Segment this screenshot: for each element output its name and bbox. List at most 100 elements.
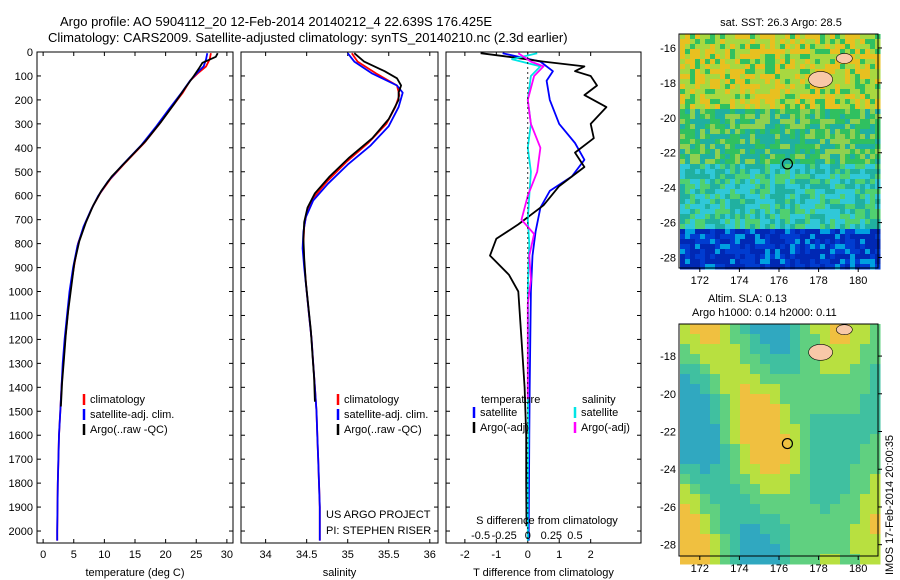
depth-tick-label: 200 (15, 95, 33, 107)
legend-label: climatology (344, 394, 400, 406)
legend-label: satellite-adj. clim. (90, 409, 174, 421)
argo-position-marker (781, 437, 794, 450)
map-ytick-label: -22 (660, 148, 676, 160)
temperature-xtick-label: 25 (190, 549, 202, 561)
sst-map-title: sat. SST: 26.3 Argo: 28.5 (720, 17, 842, 29)
map-ytick-label: -16 (660, 43, 676, 55)
difference-frame (445, 51, 642, 544)
vanua-levu-island (836, 324, 853, 335)
salinity-xtick-label: 34.5 (296, 549, 317, 561)
difference-xtick-label: -2 (460, 549, 470, 561)
legend-label: climatology (90, 394, 146, 406)
legend-label: Argo(..raw -QC) (344, 424, 422, 436)
credit-label: IMOS 17-Feb-2014 20:00:35 (884, 435, 896, 575)
sla-map-panel: 172 174 176 178 180 -18 -20 -22 -24 -26 -28 Altim. … (660, 293, 882, 575)
difference-xlabel: T difference from climatology (473, 567, 614, 579)
map-xtick-label: 180 (849, 563, 867, 575)
map-ytick-label: -20 (660, 389, 676, 401)
depth-tick-label: 1200 (9, 334, 33, 346)
map-ytick-label: -28 (660, 253, 676, 265)
temperature-frame (36, 51, 234, 544)
argo-position-marker (781, 158, 794, 170)
depth-tick-label: 100 (15, 71, 33, 83)
salinity-frame (240, 51, 439, 544)
depth-tick-label: 0 (27, 47, 33, 59)
map-ytick-label: -22 (660, 427, 676, 439)
difference-xtick-label: 2 (588, 549, 594, 561)
map-xtick-label: 172 (691, 275, 709, 287)
depth-tick-label: 1900 (9, 502, 33, 514)
depth-tick-label: 800 (15, 239, 33, 251)
salinity-tick-label: 0.5 (567, 530, 582, 542)
legend-label: Argo(-adj) (581, 422, 630, 434)
legend-label: satellite (581, 407, 618, 419)
map-xtick-label: 178 (809, 563, 827, 575)
map-xtick-label: 180 (849, 275, 867, 287)
map-ytick-label: -26 (660, 218, 676, 230)
salinity-diff-axis-label: S difference from climatology (476, 515, 618, 527)
sla-map-title: Altim. SLA: 0.13 (708, 293, 787, 305)
depth-tick-label: 2000 (9, 526, 33, 538)
temperature-panel: 0 5 10 15 20 25 30 temperature (deg C) 0 100 200 30… (9, 47, 234, 579)
pi-label: PI: STEPHEN RISER (326, 525, 431, 537)
project-label: US ARGO PROJECT (326, 509, 431, 521)
legend-label: satellite (480, 407, 517, 419)
depth-tick-label: 1400 (9, 382, 33, 394)
map-ytick-label: -18 (660, 78, 676, 90)
salinity-panel: 34 34.5 35 35.5 36 salinity climatology satelli… (240, 51, 439, 579)
map-ytick-label: -24 (660, 464, 676, 476)
difference-panel: -2 -1 0 1 2 T difference from climatology temp… (445, 51, 642, 579)
depth-tick-label: 400 (15, 143, 33, 155)
difference-series-satellite (502, 52, 586, 541)
difference-xtick-label: -1 (491, 549, 501, 561)
legend-label: Argo(-adj) (480, 422, 529, 434)
depth-tick-label: 1000 (9, 287, 33, 299)
title-line-2: Climatology: CARS2009. Satellite-adjuste… (48, 30, 568, 45)
map-xtick-label: 176 (770, 563, 788, 575)
depth-tick-label: 1700 (9, 454, 33, 466)
temperature-xtick-label: 5 (71, 549, 77, 561)
map-xtick-label: 178 (809, 275, 827, 287)
temperature-series-argo-raw-qc- (60, 52, 219, 407)
depth-tick-label: 1100 (9, 310, 33, 322)
legend-label: satellite-adj. clim. (344, 409, 428, 421)
salinity-tick-label: 0.25 (541, 530, 562, 542)
fiji-island (808, 71, 833, 88)
temperature-xtick-label: 20 (160, 549, 172, 561)
salinity-xtick-label: 35.5 (378, 549, 399, 561)
difference-series-argo-adj- (480, 52, 608, 527)
depth-tick-label: 300 (15, 119, 33, 131)
temperature-xtick-label: 0 (40, 549, 46, 561)
difference-series-argo-salinity (517, 52, 545, 400)
map-ytick-label: -20 (660, 113, 676, 125)
salinity-tick-label: -0.25 (492, 530, 517, 542)
map-xtick-label: 174 (730, 563, 748, 575)
temperature-xlabel: temperature (deg C) (85, 567, 184, 579)
sst-map-panel: 172 174 176 178 180 -16 -18 -20 -22 -24 -26 -28 sat.… (660, 17, 882, 287)
depth-tick-label: 1500 (9, 406, 33, 418)
salinity-series-argo-raw-qc- (302, 52, 403, 402)
depth-tick-label: 500 (15, 167, 33, 179)
depth-tick-label: 900 (15, 263, 33, 275)
depth-tick-label: 600 (15, 191, 33, 203)
map-ytick-label: -28 (660, 540, 676, 552)
depth-tick-label: 1800 (9, 478, 33, 490)
fiji-island (808, 343, 833, 361)
sla-map-heatmap (680, 324, 881, 565)
map-xtick-label: 176 (770, 275, 788, 287)
salinity-series-satellite-adj-clim- (301, 52, 404, 541)
difference-series-sat-salinity (511, 52, 542, 541)
depth-tick-label: 1300 (9, 358, 33, 370)
temperature-xtick-label: 15 (129, 549, 141, 561)
salinity-xtick-label: 34 (260, 549, 272, 561)
sla-map-subtitle: Argo h1000: 0.14 h2000: 0.11 (692, 307, 837, 319)
difference-xtick-label: 1 (556, 549, 562, 561)
salinity-xtick-label: 36 (424, 549, 436, 561)
temperature-xtick-label: 10 (98, 549, 110, 561)
map-xtick-label: 174 (730, 275, 748, 287)
map-ytick-label: -26 (660, 502, 676, 514)
difference-xtick-label: 0 (525, 549, 531, 561)
legend-temperature-title: temperature (481, 394, 540, 406)
